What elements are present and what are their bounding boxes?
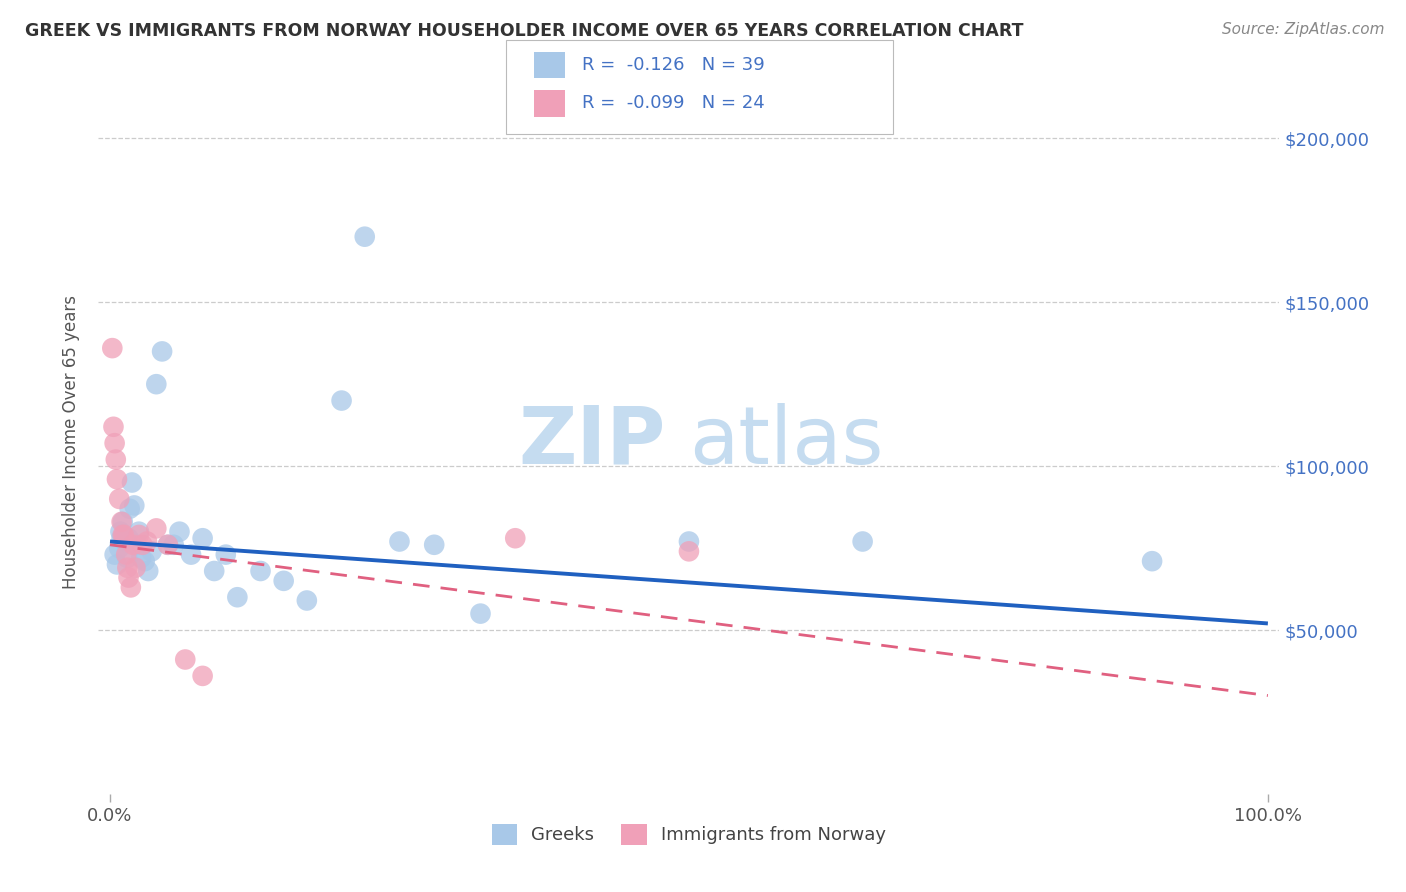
Point bbox=[156, 538, 179, 552]
Point bbox=[117, 531, 139, 545]
Point bbox=[110, 531, 132, 545]
Point bbox=[852, 534, 875, 549]
Point bbox=[117, 550, 139, 565]
Point bbox=[110, 524, 132, 539]
Point bbox=[104, 548, 127, 562]
Point bbox=[191, 669, 214, 683]
Point bbox=[388, 534, 411, 549]
Point bbox=[273, 574, 295, 588]
Point bbox=[330, 393, 353, 408]
Text: R =  -0.126   N = 39: R = -0.126 N = 39 bbox=[582, 56, 765, 74]
Point bbox=[104, 452, 127, 467]
Point bbox=[470, 607, 492, 621]
Point bbox=[128, 524, 150, 539]
Point bbox=[134, 554, 156, 568]
Y-axis label: Householder Income Over 65 years: Householder Income Over 65 years bbox=[62, 294, 80, 589]
Text: GREEK VS IMMIGRANTS FROM NORWAY HOUSEHOLDER INCOME OVER 65 YEARS CORRELATION CHA: GREEK VS IMMIGRANTS FROM NORWAY HOUSEHOL… bbox=[25, 22, 1024, 40]
Point bbox=[249, 564, 271, 578]
Point bbox=[117, 560, 139, 574]
Point bbox=[120, 581, 142, 595]
Point bbox=[103, 419, 125, 434]
Point bbox=[1140, 554, 1163, 568]
Point bbox=[105, 558, 128, 572]
Point bbox=[163, 538, 186, 552]
Point bbox=[129, 550, 152, 565]
Point bbox=[136, 564, 159, 578]
Point bbox=[111, 515, 134, 529]
Point bbox=[101, 341, 124, 355]
Point bbox=[353, 229, 375, 244]
Text: atlas: atlas bbox=[689, 402, 883, 481]
Point bbox=[145, 377, 167, 392]
Point bbox=[118, 501, 141, 516]
Point bbox=[111, 528, 134, 542]
Text: R =  -0.099   N = 24: R = -0.099 N = 24 bbox=[582, 95, 765, 112]
Point bbox=[125, 538, 148, 552]
Point bbox=[105, 472, 128, 486]
Point bbox=[110, 515, 132, 529]
Point bbox=[108, 491, 131, 506]
Point bbox=[423, 538, 446, 552]
Point bbox=[117, 570, 139, 584]
Point bbox=[114, 534, 136, 549]
Point bbox=[180, 548, 202, 562]
Point bbox=[191, 531, 214, 545]
Point bbox=[128, 528, 150, 542]
Point bbox=[121, 475, 143, 490]
Text: Source: ZipAtlas.com: Source: ZipAtlas.com bbox=[1222, 22, 1385, 37]
Point bbox=[215, 548, 238, 562]
Point bbox=[156, 538, 179, 552]
Point bbox=[124, 560, 146, 574]
Point bbox=[112, 528, 135, 542]
Point bbox=[202, 564, 225, 578]
Point bbox=[115, 548, 138, 562]
Text: ZIP: ZIP bbox=[517, 402, 665, 481]
Point bbox=[104, 436, 127, 450]
Point bbox=[108, 541, 131, 555]
Point bbox=[141, 544, 163, 558]
Point bbox=[131, 538, 153, 552]
Legend: Greeks, Immigrants from Norway: Greeks, Immigrants from Norway bbox=[485, 816, 893, 852]
Point bbox=[169, 524, 191, 539]
Point bbox=[124, 499, 146, 513]
Point bbox=[136, 534, 159, 549]
Point bbox=[226, 591, 249, 605]
Point bbox=[122, 538, 145, 552]
Point bbox=[150, 344, 173, 359]
Point bbox=[145, 521, 167, 535]
Point bbox=[503, 531, 526, 545]
Point bbox=[678, 544, 700, 558]
Point bbox=[295, 593, 318, 607]
Point bbox=[678, 534, 700, 549]
Point bbox=[174, 652, 197, 666]
